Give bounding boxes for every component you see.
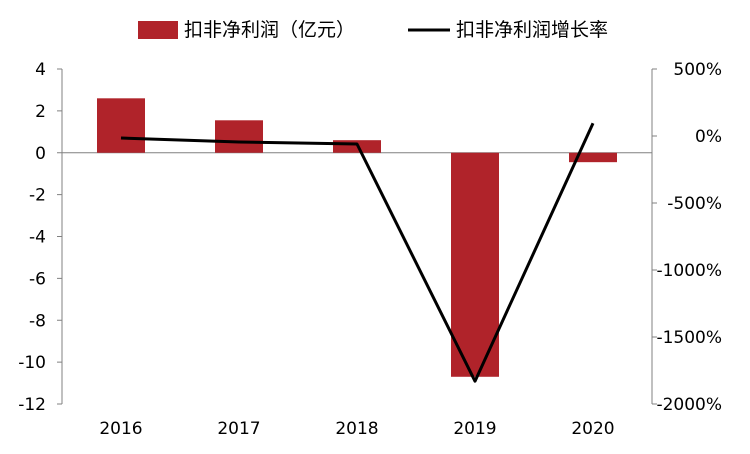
- left-axis-tick-label: 2: [35, 102, 46, 122]
- right-axis-tick-label: -1500%: [656, 328, 722, 348]
- right-axis-tick-label: -500%: [667, 194, 722, 214]
- x-axis-tick-label: 2016: [99, 419, 142, 439]
- x-axis-labels: 2016 2017 2018 2019 2020: [99, 419, 614, 439]
- bar-2020: [569, 152, 617, 163]
- bar-series: [97, 98, 617, 377]
- right-axis-tick-label: -1000%: [656, 261, 722, 281]
- bar-2017: [215, 120, 263, 153]
- x-axis-tick-label: 2017: [217, 419, 260, 439]
- line-series: [120, 122, 595, 383]
- x-axis-tick-label: 2019: [453, 419, 496, 439]
- left-axis-tick-label: -6: [29, 269, 46, 289]
- bar-2019: [451, 152, 499, 377]
- legend: 扣非净利润（亿元） 扣非净利润增长率: [138, 19, 608, 41]
- x-axis-tick-label: 2020: [571, 419, 614, 439]
- left-axis-tick-label: -2: [29, 186, 46, 206]
- legend-bar-swatch: [138, 21, 178, 39]
- legend-bar-label: 扣非净利润（亿元）: [184, 19, 355, 41]
- left-axis-tick-label: -10: [18, 353, 46, 373]
- left-axis-tick-label: -12: [18, 395, 46, 415]
- left-axis-tick-label: -4: [29, 228, 46, 248]
- growth-rate-line: [120, 122, 595, 383]
- right-axis-tick-label: 0%: [695, 127, 722, 147]
- left-axis-tick-label: 0: [35, 144, 46, 164]
- left-axis-tick-label: -8: [29, 311, 46, 331]
- legend-line-label: 扣非净利润增长率: [456, 19, 608, 41]
- left-axis-tick-label: 4: [35, 60, 46, 80]
- axes: 4 2 0 -2 -4 -6 -8 -10 -12 500% 0% -500% -1000% -1500%…: [18, 60, 722, 415]
- x-axis-tick-label: 2018: [335, 419, 378, 439]
- right-axis-tick-label: -2000%: [656, 395, 722, 415]
- right-axis-tick-label: 500%: [673, 60, 722, 80]
- bar-2016: [97, 98, 145, 153]
